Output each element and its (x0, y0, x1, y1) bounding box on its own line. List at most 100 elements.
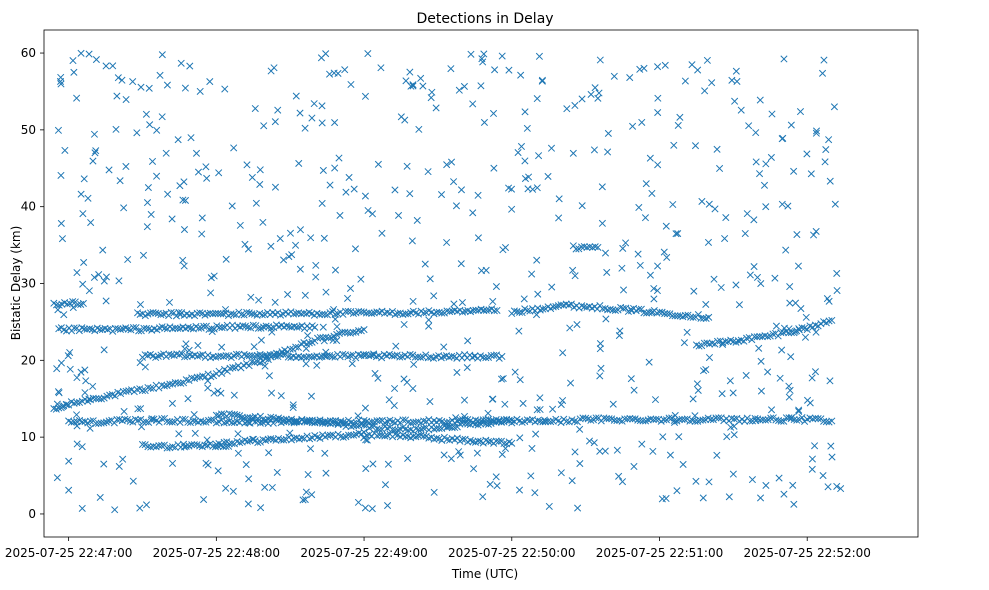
clutter-detection-marker (756, 494, 765, 502)
clutter-detection-marker (443, 238, 451, 247)
clutter-detection-marker (457, 260, 465, 268)
detection-marker (207, 416, 215, 424)
clutter-detection-marker (796, 108, 805, 116)
clutter-detection-marker (649, 447, 657, 455)
detection-marker (777, 417, 785, 425)
clutter-detection-marker (410, 360, 418, 368)
detection-marker (303, 416, 311, 425)
detection-marker (687, 313, 695, 321)
clutter-detection-marker (215, 169, 223, 177)
detection-marker (433, 424, 441, 432)
clutter-detection-marker (711, 205, 719, 213)
clutter-detection-marker (670, 141, 678, 149)
clutter-detection-marker (638, 440, 646, 448)
clutter-detection-marker (786, 299, 794, 307)
clutter-detection-marker (752, 158, 760, 166)
clutter-detection-marker (361, 92, 370, 100)
clutter-detection-marker (256, 180, 264, 189)
clutter-detection-marker (391, 186, 399, 194)
clutter-detection-marker (630, 386, 638, 394)
clutter-detection-marker (490, 164, 498, 172)
detection-marker (174, 379, 182, 387)
clutter-detection-marker (413, 216, 421, 225)
clutter-detection-marker (708, 79, 716, 87)
clutter-detection-marker (392, 342, 400, 350)
clutter-detection-marker (214, 387, 222, 395)
clutter-detection-marker (470, 465, 478, 473)
clutter-detection-marker (467, 50, 475, 58)
clutter-detection-marker (808, 455, 816, 463)
clutter-detection-marker (563, 105, 571, 113)
detection-marker (147, 384, 155, 392)
clutter-detection-marker (703, 56, 711, 64)
detection-marker (433, 434, 441, 442)
detection-marker (206, 309, 214, 317)
clutter-detection-marker (370, 350, 378, 358)
clutter-detection-marker (499, 374, 507, 383)
clutter-detection-marker (426, 397, 434, 406)
clutter-detection-marker (66, 365, 74, 373)
clutter-detection-marker (480, 118, 488, 127)
clutter-detection-marker (573, 321, 581, 329)
clutter-detection-marker (57, 80, 65, 88)
clutter-detection-marker (63, 400, 71, 408)
detection-marker (293, 323, 301, 331)
clutter-detection-marker (180, 443, 189, 451)
clutter-detection-marker (598, 219, 606, 227)
clutter-detection-marker (111, 506, 119, 514)
clutter-detection-marker (336, 211, 344, 219)
clutter-detection-marker (505, 66, 513, 74)
detection-marker (142, 324, 151, 333)
clutter-detection-marker (801, 333, 810, 341)
clutter-detection-marker (236, 221, 244, 229)
detection-marker (552, 303, 560, 311)
clutter-detection-marker (533, 256, 541, 264)
clutter-detection-marker (538, 77, 546, 85)
clutter-detection-marker (335, 154, 343, 162)
clutter-detection-marker (516, 376, 524, 384)
clutter-detection-marker (833, 482, 841, 490)
detection-marker (536, 306, 544, 314)
clutter-detection-marker (319, 166, 327, 174)
clutter-detection-marker (120, 204, 128, 212)
clutter-detection-marker (256, 166, 264, 174)
detection-marker (660, 416, 668, 424)
clutter-detection-marker (229, 487, 237, 495)
clutter-detection-marker (654, 94, 662, 102)
clutter-detection-marker (331, 315, 339, 323)
detection-marker (217, 410, 226, 418)
clutter-detection-marker (767, 406, 776, 414)
detection-marker (777, 329, 785, 337)
clutter-detection-marker (203, 174, 211, 182)
detection-marker (129, 324, 138, 332)
clutter-detection-marker (85, 287, 93, 295)
clutter-detection-marker (329, 336, 337, 344)
detection-marker (623, 415, 631, 423)
clutter-detection-marker (136, 359, 144, 367)
clutter-detection-marker (302, 345, 310, 353)
clutter-detection-marker (757, 387, 765, 395)
detection-marker (228, 418, 236, 427)
clutter-detection-marker (521, 108, 529, 116)
detection-marker (339, 350, 347, 358)
clutter-detection-marker (810, 231, 818, 239)
detection-marker (604, 306, 612, 314)
clutter-detection-marker (508, 205, 516, 213)
clutter-detection-marker (527, 472, 535, 480)
detection-marker (368, 418, 376, 426)
clutter-detection-marker (230, 391, 238, 399)
detection-marker (803, 325, 811, 334)
clutter-detection-marker (369, 460, 377, 468)
detection-marker (567, 300, 575, 308)
detection-marker (360, 416, 368, 424)
detection-marker (152, 309, 160, 317)
clutter-detection-marker (726, 377, 734, 385)
clutter-detection-marker (654, 109, 662, 117)
clutter-detection-marker (789, 481, 797, 489)
detection-marker (194, 352, 202, 360)
clutter-detection-marker (450, 178, 458, 186)
clutter-detection-marker (299, 496, 307, 504)
clutter-detection-marker (65, 457, 73, 465)
clutter-detection-marker (534, 290, 542, 298)
detection-marker (416, 353, 425, 361)
